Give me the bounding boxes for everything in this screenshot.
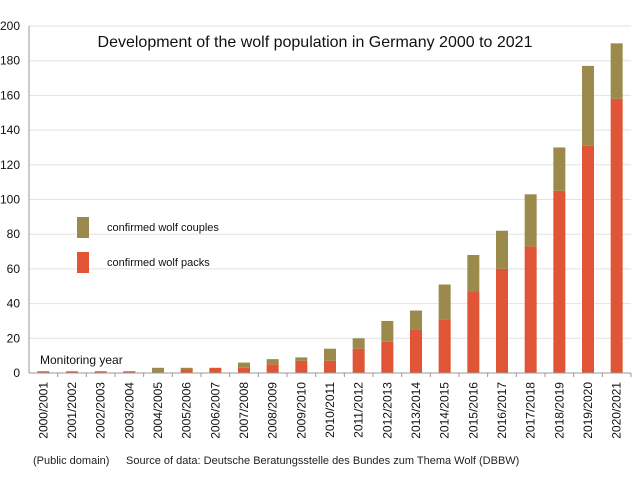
bar-packs <box>467 291 480 373</box>
source-text: Source of data: Deutsche Beratungsstelle… <box>126 455 520 467</box>
bar-couples <box>152 367 164 373</box>
x-tick-label: 2007/2008 <box>237 382 251 439</box>
bar-couples <box>582 65 594 146</box>
x-tick-label: 2013/2014 <box>409 382 423 439</box>
bar-couples <box>381 320 394 342</box>
legend-swatch-couples <box>77 217 89 238</box>
x-tick-label: 2000/2001 <box>36 382 50 439</box>
bar-packs <box>180 369 193 373</box>
y-tick-label: 200 <box>0 19 20 33</box>
bar-packs <box>295 360 308 373</box>
x-tick-label: 2017/2018 <box>524 382 538 439</box>
bar-packs <box>410 329 422 373</box>
bar-packs <box>553 190 566 373</box>
bar-packs <box>266 364 279 373</box>
x-tick-label: 2004/2005 <box>151 382 165 439</box>
bar-packs <box>438 319 451 373</box>
legend-swatch-packs <box>77 252 89 273</box>
bar-couples <box>610 43 623 99</box>
bar-couples <box>324 348 336 361</box>
y-tick-label: 180 <box>0 54 20 68</box>
bar-packs <box>352 348 365 373</box>
y-tick-label: 160 <box>0 88 20 102</box>
x-tick-label: 2002/2003 <box>94 382 108 439</box>
bar-packs <box>610 98 623 374</box>
x-tick-label: 2012/2013 <box>380 382 394 439</box>
bar-couples <box>467 255 480 292</box>
bar-packs <box>37 371 50 373</box>
y-tick-label: 100 <box>0 193 20 207</box>
x-tick-label: 2006/2007 <box>208 382 222 439</box>
bar-couples <box>524 194 537 247</box>
bar-packs <box>238 367 250 373</box>
x-tick-label: 2019/2020 <box>581 382 595 439</box>
bar-couples <box>180 367 193 370</box>
bar-couples <box>238 362 250 368</box>
x-tick-label: 2014/2015 <box>438 382 452 439</box>
legend: confirmed wolf couples confirmed wolf pa… <box>77 217 219 273</box>
bar-packs <box>123 371 136 373</box>
bar-packs <box>582 145 594 373</box>
bar-couples <box>438 284 451 320</box>
y-tick-label: 0 <box>13 366 20 380</box>
bar-couples <box>266 359 279 365</box>
bar-packs <box>496 268 508 373</box>
x-axis-label: Monitoring year <box>40 353 123 367</box>
x-tick-label: 2016/2017 <box>495 382 509 439</box>
bar-packs <box>524 246 537 373</box>
x-tick-label: 2015/2016 <box>466 382 480 439</box>
x-tick-label: 2010/2011 <box>323 382 337 438</box>
bar-packs <box>209 367 222 373</box>
x-tick-label: 2020/2021 <box>610 382 624 439</box>
bar-couples <box>295 357 308 361</box>
x-tick-label: 2011/2012 <box>352 382 366 438</box>
x-tick-label: 2009/2010 <box>294 382 308 439</box>
bar-packs <box>94 371 107 373</box>
y-tick-label: 60 <box>7 262 21 276</box>
x-tick-label: 2008/2009 <box>266 382 280 439</box>
y-tick-label: 80 <box>7 227 21 241</box>
y-tick-label: 120 <box>0 158 20 172</box>
bar-packs <box>66 371 78 373</box>
legend-label-packs: confirmed wolf packs <box>107 257 210 269</box>
x-tick-label: 2005/2006 <box>180 382 194 439</box>
bar-couples <box>553 147 566 191</box>
bar-packs <box>324 360 336 373</box>
x-tick-label: 2018/2019 <box>552 382 566 439</box>
y-tick-label: 140 <box>0 123 20 137</box>
chart-title: Development of the wolf population in Ge… <box>98 34 533 51</box>
bar-couples <box>352 338 365 349</box>
y-tick-label: 40 <box>7 297 21 311</box>
credit-text: (Public domain) <box>33 455 110 467</box>
bar-couples <box>410 310 422 330</box>
legend-label-couples: confirmed wolf couples <box>107 222 219 234</box>
bar-packs <box>381 341 394 373</box>
x-tick-label: 2003/2004 <box>122 382 136 439</box>
x-tick-label: 2001/2002 <box>65 382 79 439</box>
bar-couples <box>496 230 508 269</box>
y-tick-label: 20 <box>7 331 21 345</box>
